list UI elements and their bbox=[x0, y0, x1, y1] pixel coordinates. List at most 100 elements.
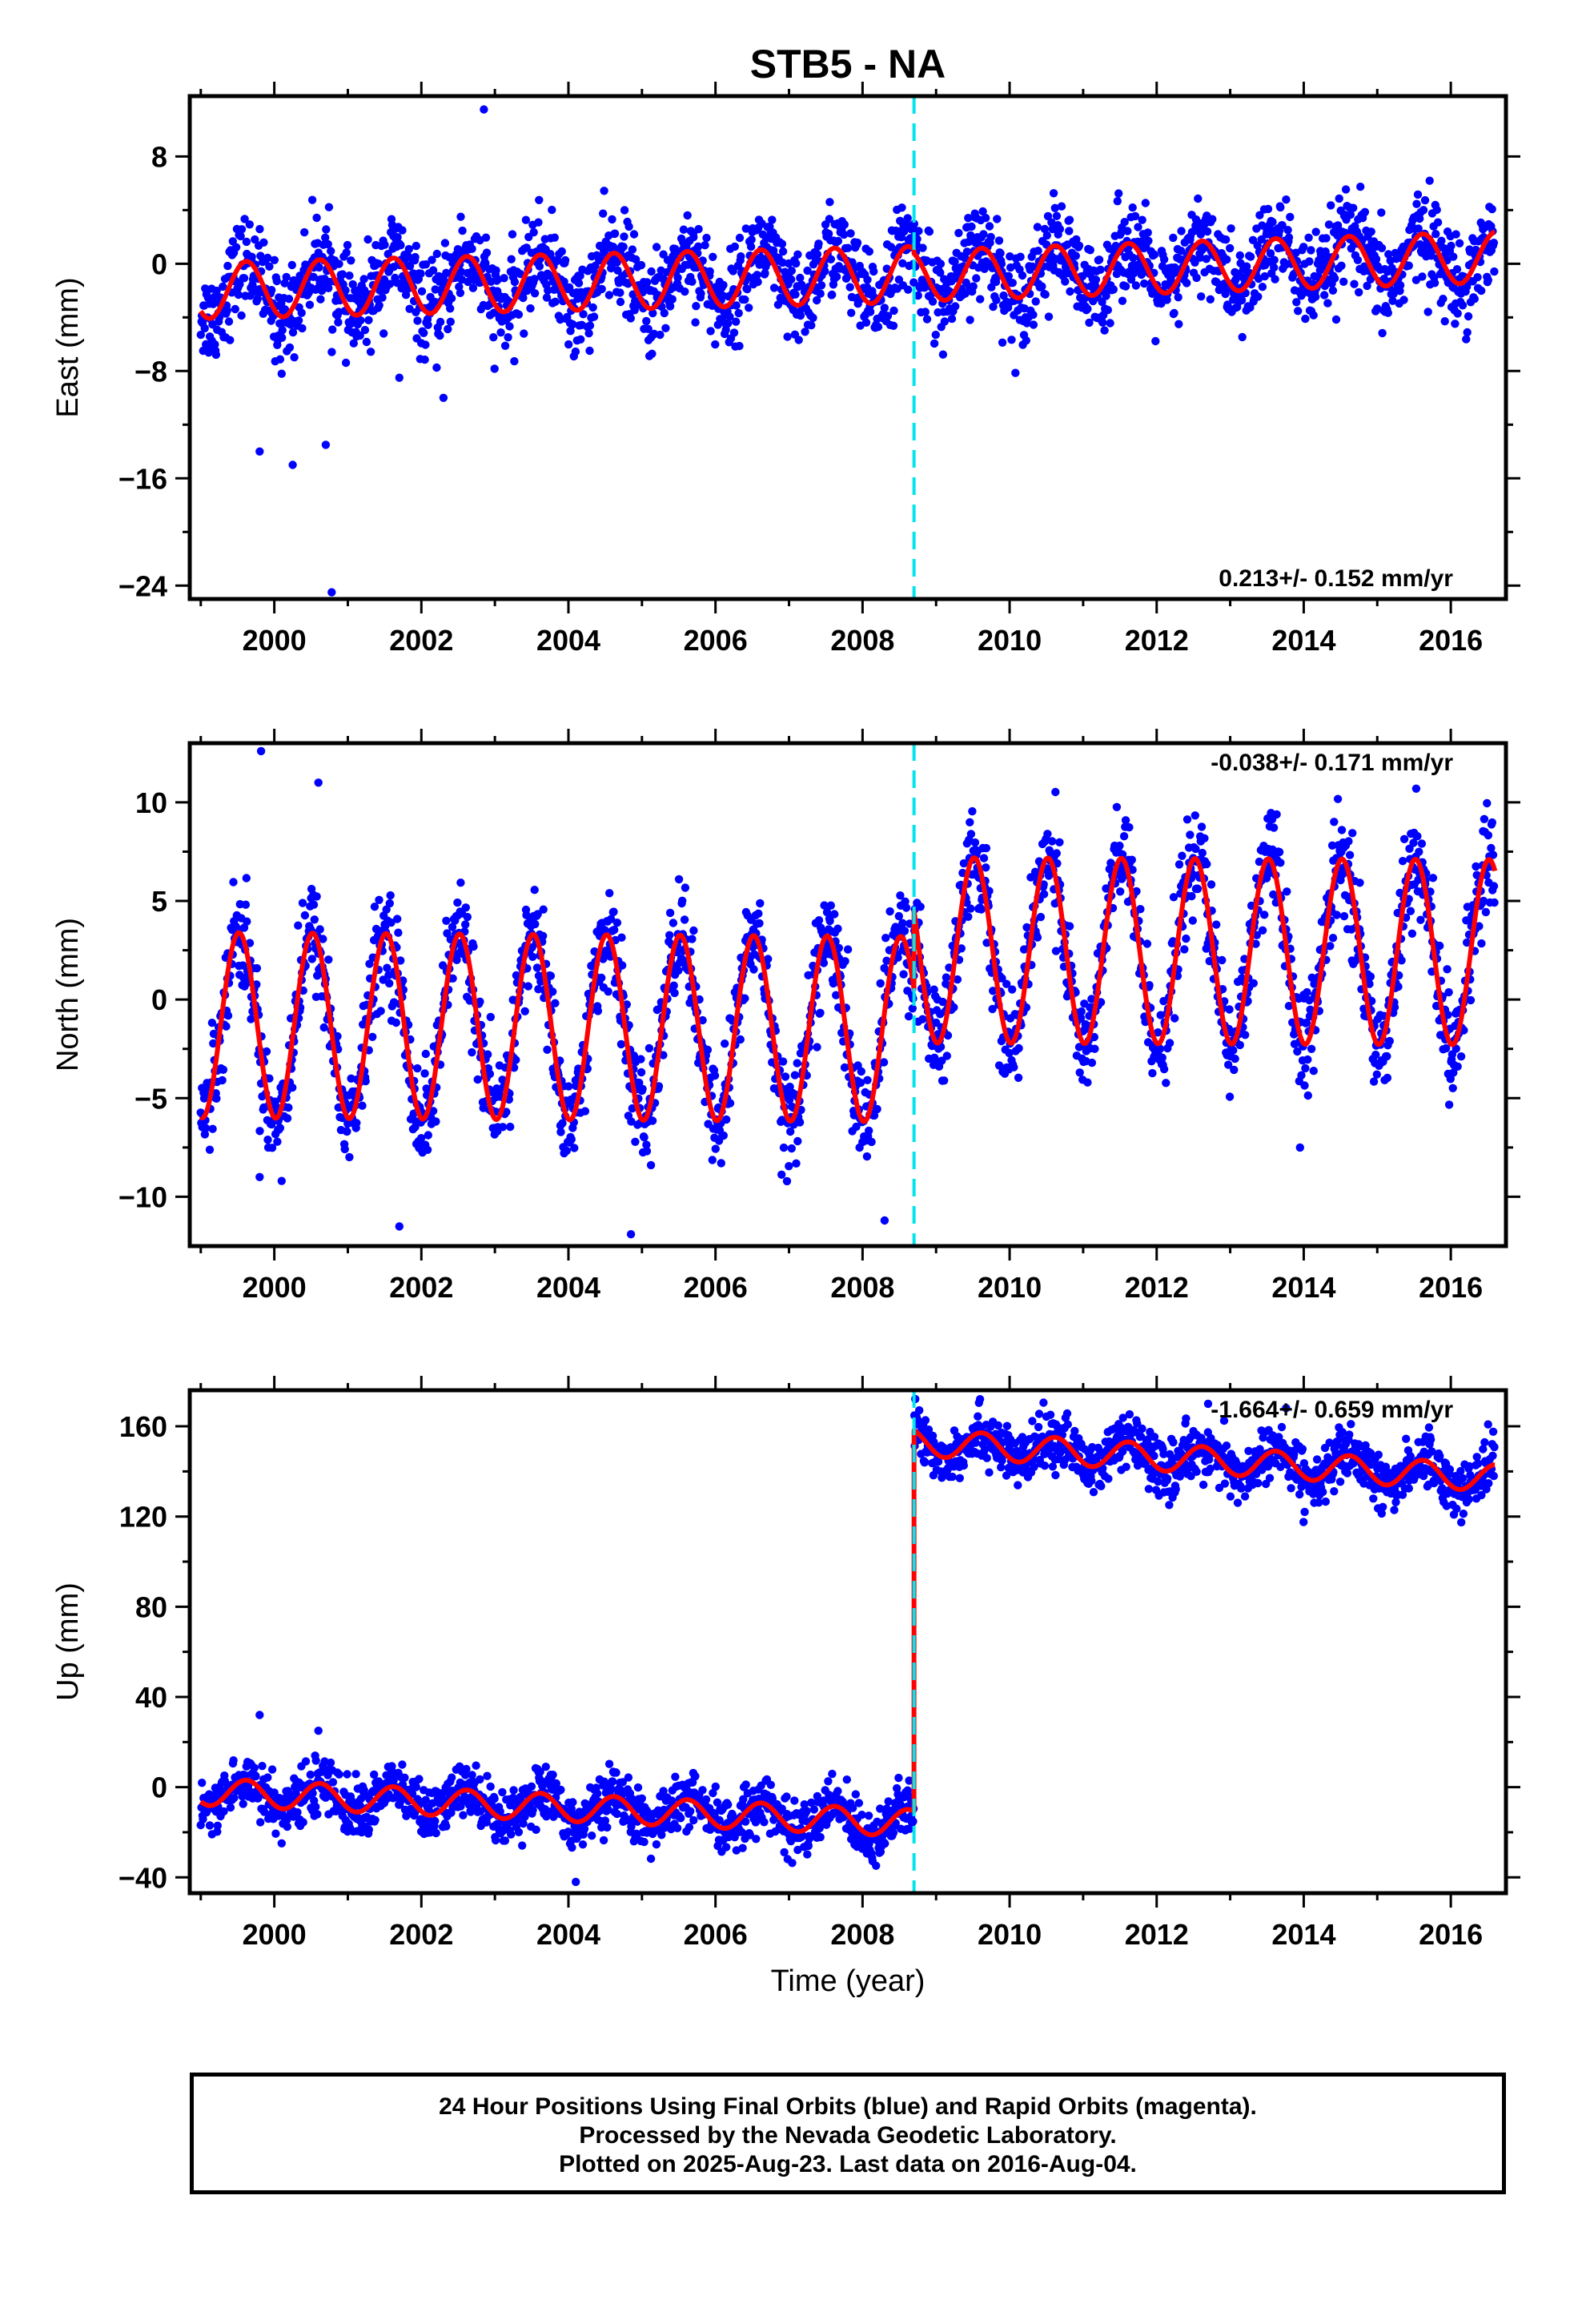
data-point bbox=[265, 262, 274, 271]
y-axis-label: North (mm) bbox=[51, 918, 85, 1072]
data-point bbox=[1360, 207, 1370, 216]
data-point bbox=[507, 255, 516, 263]
x-tick-label: 2010 bbox=[978, 1271, 1042, 1304]
data-point bbox=[1246, 252, 1255, 261]
data-point bbox=[461, 920, 470, 929]
data-point bbox=[1339, 911, 1349, 921]
data-point bbox=[298, 899, 307, 907]
data-point bbox=[1490, 267, 1499, 276]
data-point bbox=[200, 324, 209, 333]
data-point bbox=[1449, 252, 1458, 261]
data-point bbox=[1065, 215, 1074, 224]
observation-points bbox=[196, 105, 1499, 597]
data-point bbox=[239, 274, 249, 283]
data-point bbox=[535, 262, 544, 271]
data-point bbox=[301, 1757, 311, 1766]
data-point bbox=[747, 235, 756, 244]
data-point bbox=[1349, 203, 1358, 212]
data-point bbox=[245, 220, 254, 229]
data-point bbox=[985, 222, 994, 231]
data-point bbox=[1098, 318, 1107, 327]
data-point bbox=[688, 935, 697, 943]
data-point bbox=[825, 198, 834, 207]
data-point bbox=[921, 308, 930, 316]
data-point bbox=[1144, 236, 1153, 245]
data-point bbox=[424, 1131, 432, 1140]
data-point bbox=[574, 279, 584, 287]
data-point bbox=[469, 942, 478, 951]
data-point bbox=[689, 232, 698, 242]
data-point bbox=[610, 925, 619, 935]
data-point bbox=[1038, 282, 1046, 291]
data-point bbox=[688, 277, 697, 286]
data-point bbox=[364, 316, 373, 324]
data-point bbox=[1430, 279, 1439, 287]
data-point bbox=[568, 320, 577, 329]
data-point bbox=[1341, 185, 1351, 194]
data-point bbox=[1177, 227, 1186, 235]
x-tick-label: 2006 bbox=[684, 624, 748, 657]
data-point bbox=[1466, 995, 1476, 1005]
data-point bbox=[669, 981, 678, 990]
data-point bbox=[514, 310, 524, 319]
data-point bbox=[241, 900, 251, 909]
data-point bbox=[1140, 279, 1149, 288]
data-point bbox=[1222, 235, 1231, 244]
data-point bbox=[551, 297, 560, 306]
data-point bbox=[358, 1101, 367, 1110]
data-point bbox=[385, 279, 395, 288]
data-point bbox=[1404, 261, 1414, 270]
data-point bbox=[813, 296, 821, 305]
data-point bbox=[903, 214, 912, 223]
data-point bbox=[1011, 368, 1020, 377]
data-point bbox=[1241, 1031, 1250, 1039]
data-point bbox=[352, 1119, 361, 1128]
data-point bbox=[1018, 271, 1027, 280]
data-point bbox=[979, 230, 988, 239]
data-point bbox=[340, 1144, 349, 1154]
data-point bbox=[1206, 295, 1215, 304]
data-point bbox=[777, 239, 787, 248]
data-point bbox=[219, 282, 227, 292]
data-point bbox=[1065, 227, 1074, 235]
data-point bbox=[570, 1144, 579, 1152]
data-point bbox=[212, 1094, 221, 1104]
data-point bbox=[1377, 208, 1386, 217]
data-point bbox=[593, 1007, 603, 1015]
data-point bbox=[616, 288, 624, 297]
data-point bbox=[349, 339, 358, 348]
data-point bbox=[247, 252, 256, 261]
data-point bbox=[732, 317, 741, 326]
data-point bbox=[492, 266, 500, 275]
data-point bbox=[585, 321, 595, 330]
data-point bbox=[385, 979, 394, 988]
data-point bbox=[218, 1076, 227, 1085]
data-point bbox=[468, 283, 478, 292]
data-point bbox=[1366, 972, 1375, 981]
data-point bbox=[298, 324, 307, 333]
data-point bbox=[243, 917, 251, 926]
data-point bbox=[809, 313, 817, 323]
x-tick-label: 2008 bbox=[830, 624, 894, 657]
data-point bbox=[694, 242, 703, 251]
data-point bbox=[1100, 326, 1109, 335]
data-point bbox=[1416, 915, 1425, 924]
data-point bbox=[305, 300, 315, 309]
data-point bbox=[520, 1007, 529, 1016]
data-point bbox=[237, 225, 247, 234]
data-point bbox=[1212, 920, 1221, 929]
outlier-point bbox=[880, 1216, 889, 1225]
data-point bbox=[342, 248, 351, 257]
data-point bbox=[604, 291, 614, 300]
data-point bbox=[1484, 830, 1493, 840]
data-point bbox=[847, 308, 856, 317]
data-point bbox=[271, 1829, 280, 1838]
data-point bbox=[863, 1076, 872, 1085]
data-point bbox=[1377, 243, 1387, 252]
data-point bbox=[865, 1126, 873, 1136]
data-point bbox=[1372, 1070, 1382, 1079]
data-point bbox=[316, 295, 325, 304]
data-point bbox=[356, 316, 365, 325]
data-point bbox=[873, 1104, 881, 1114]
